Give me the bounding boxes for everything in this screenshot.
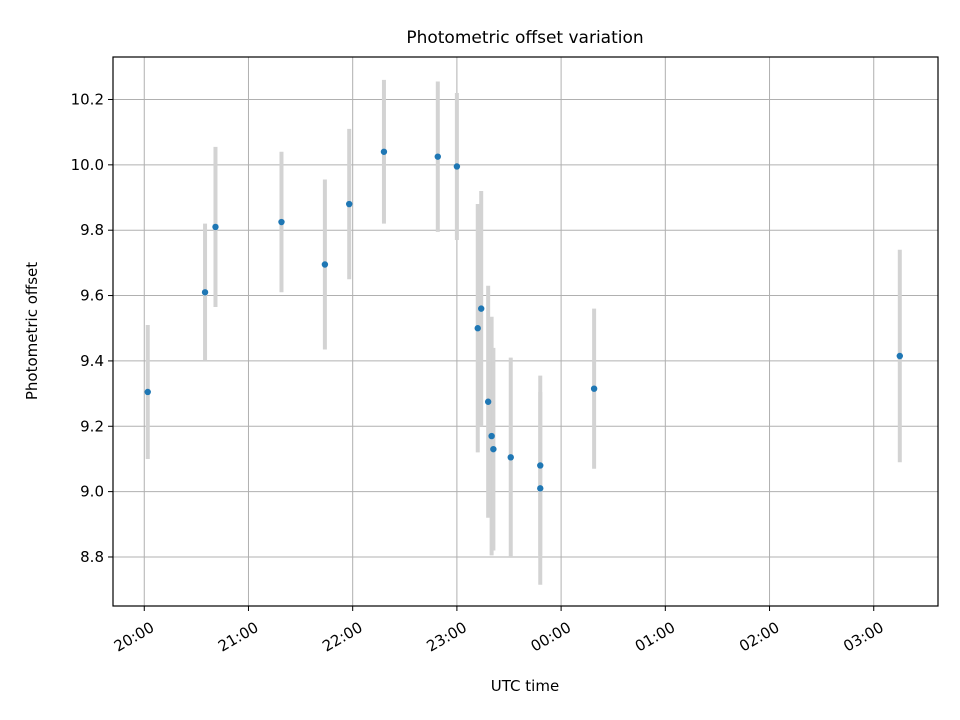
data-point (896, 352, 903, 360)
data-point (201, 289, 209, 296)
data-point (474, 325, 481, 332)
data-point (346, 200, 353, 208)
data-point (490, 445, 497, 453)
data-point (278, 218, 285, 226)
plot-frame (112, 56, 939, 607)
y-tick-label: 9.2 (80, 417, 104, 435)
y-tick-label: 10.2 (71, 90, 104, 108)
y-tick-label: 9.0 (80, 483, 104, 501)
data-point (434, 153, 441, 160)
y-axis-label: Photometric offset (23, 262, 41, 400)
y-tick-label: 9.8 (80, 221, 104, 239)
data-point (380, 148, 388, 155)
chart-title: Photometric offset variation (406, 28, 643, 48)
data-point (590, 385, 598, 392)
y-tick-label: 10.0 (71, 156, 104, 174)
y-tick-label: 8.8 (80, 548, 104, 566)
data-point (537, 462, 544, 469)
data-point (478, 305, 485, 312)
data-point (144, 388, 151, 396)
data-point (507, 454, 514, 461)
data-point (453, 163, 461, 170)
y-tick-label: 9.4 (80, 352, 104, 370)
x-axis-label: UTC time (491, 677, 559, 695)
y-axis-ticks: 8.8 9.0 9.2 9.4 9.6 9.8 10.0 10.2 (71, 90, 113, 566)
data-point (537, 485, 544, 492)
data-points (144, 148, 903, 492)
plot-background (113, 57, 938, 606)
data-point (484, 398, 492, 405)
y-tick-label: 9.6 (80, 287, 104, 305)
data-point (488, 432, 495, 440)
data-point (212, 223, 219, 231)
data-point (321, 261, 329, 268)
grid (113, 57, 938, 606)
